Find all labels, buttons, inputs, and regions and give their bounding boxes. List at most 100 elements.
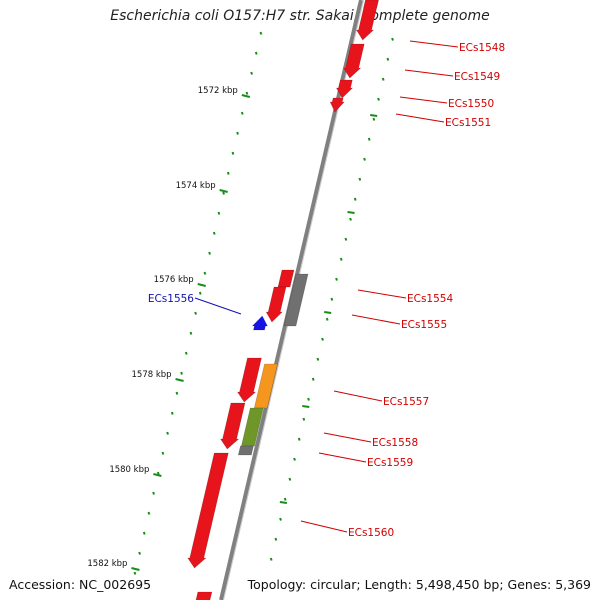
guide-dot: [226, 171, 230, 175]
gene-ecs1558[interactable]: [241, 407, 264, 447]
gene-label-leader: [395, 113, 445, 123]
guide-dot: [194, 311, 197, 315]
gene-ecs1551[interactable]: [329, 97, 345, 113]
gene-features: [187, 0, 379, 600]
gene-label-leader: [357, 289, 407, 299]
guide-dot: [170, 411, 174, 415]
gene-label[interactable]: ECs1548: [459, 42, 505, 54]
gene-ecs1557[interactable]: [253, 363, 278, 409]
gene-label-leader: [194, 297, 242, 315]
kbp-tick-label: 1580 kbp: [109, 465, 149, 475]
gene-label-leader: [409, 40, 459, 48]
guide-dot: [240, 111, 244, 115]
guide-dot: [166, 431, 169, 435]
guide-dot: [321, 337, 324, 341]
guide-dot: [161, 451, 165, 455]
guide-dot: [236, 131, 239, 135]
gene-label[interactable]: ECs1555: [401, 319, 447, 331]
guide-dot: [208, 251, 211, 255]
guide-dash: [370, 114, 378, 117]
gene-label-leader: [323, 432, 372, 443]
guide-dash: [279, 501, 288, 504]
gene-label[interactable]: ECs1557: [383, 396, 429, 408]
gene-labels: ECs1548 ECs1549 ECs1550 ECs1551 ECs1554 ECs15…: [148, 40, 505, 539]
gene-ecs1559[interactable]: [237, 445, 254, 456]
gene-label-leader: [318, 452, 367, 463]
kbp-tick-mark: [197, 283, 206, 287]
gene-ecs1548[interactable]: [355, 0, 379, 41]
guide-dot: [133, 571, 137, 575]
gene-label-leader: [404, 69, 454, 77]
gene-label[interactable]: ECs1560: [348, 527, 394, 539]
gene-label-leader: [333, 390, 383, 402]
gene-ecs1554[interactable]: [265, 286, 287, 323]
gene-label[interactable]: ECs1549: [454, 71, 500, 83]
guide-dot: [259, 31, 263, 35]
kbp-tick-label: 1578 kbp: [132, 370, 172, 380]
gene-ecs1560[interactable]: [187, 452, 229, 569]
gene-label[interactable]: ECs1556: [148, 293, 194, 305]
guide-dot: [325, 317, 329, 321]
guide-dot: [367, 137, 371, 141]
guide-dot: [288, 477, 292, 481]
gene-label-leader: [399, 96, 448, 104]
guide-dot: [279, 517, 282, 521]
gene-ecs1558-a[interactable]: [220, 402, 246, 450]
gene-ecs1555[interactable]: [283, 273, 309, 327]
kbp-tick-mark: [153, 473, 162, 477]
guide-dot: [297, 437, 301, 441]
gene-bottom-red[interactable]: [195, 591, 213, 600]
guide-dot: [212, 231, 216, 235]
dotted-guides: [133, 31, 394, 575]
guide-dot: [311, 377, 315, 381]
kbp-tick-mark: [219, 189, 228, 193]
gene-ecs1556[interactable]: [251, 315, 268, 331]
guide-dot: [147, 511, 151, 515]
guide-dot: [184, 351, 188, 355]
guide-dot: [250, 71, 253, 75]
gene-ecs1550[interactable]: [335, 79, 354, 99]
map-title: Escherichia coli O157:H7 str. Sakai, com…: [110, 8, 490, 24]
guide-dot: [349, 217, 352, 221]
gene-ecs1557-a[interactable]: [236, 357, 262, 403]
guide-dot: [217, 211, 221, 215]
guide-dot: [293, 457, 296, 461]
gene-label[interactable]: ECs1559: [367, 457, 413, 469]
guide-dot: [203, 271, 207, 275]
guide-dot: [142, 531, 146, 535]
gene-label[interactable]: ECs1551: [445, 117, 491, 129]
gene-ecs1554-a[interactable]: [277, 269, 295, 288]
gene-label-leader: [351, 314, 401, 325]
genome-summary-text: Topology: circular; Length: 5,498,450 bp…: [247, 577, 591, 592]
gene-label[interactable]: ECs1554: [407, 293, 453, 305]
guide-dot: [363, 157, 366, 161]
kbp-tick-mark: [175, 378, 184, 382]
guide-dot: [198, 291, 202, 295]
guide-dot: [339, 257, 343, 261]
guide-dot: [381, 77, 385, 81]
kbp-tick-mark: [241, 94, 251, 98]
gene-label[interactable]: ECs1558: [372, 437, 418, 449]
guide-dash: [324, 311, 332, 314]
accession-text: Accession: NC_002695: [9, 577, 152, 592]
guide-dot: [254, 51, 258, 55]
guide-dot: [335, 277, 338, 281]
guide-dot: [330, 297, 334, 301]
guide-dot: [377, 97, 380, 101]
guide-dot: [175, 391, 179, 395]
guide-dot: [180, 371, 183, 375]
guide-dot: [316, 357, 320, 361]
guide-dot: [283, 497, 287, 501]
guide-dot: [189, 331, 193, 335]
gene-ecs1549[interactable]: [343, 43, 365, 79]
kbp-tick-label: 1582 kbp: [87, 559, 127, 569]
gene-label[interactable]: ECs1550: [448, 98, 494, 110]
guide-dot: [353, 197, 357, 201]
guide-dot: [372, 117, 376, 121]
guide-dot: [274, 537, 278, 541]
gene-label-leader: [300, 520, 348, 533]
guide-dot: [156, 471, 160, 475]
kbp-tick-mark: [131, 567, 140, 571]
guide-dot: [269, 557, 273, 561]
